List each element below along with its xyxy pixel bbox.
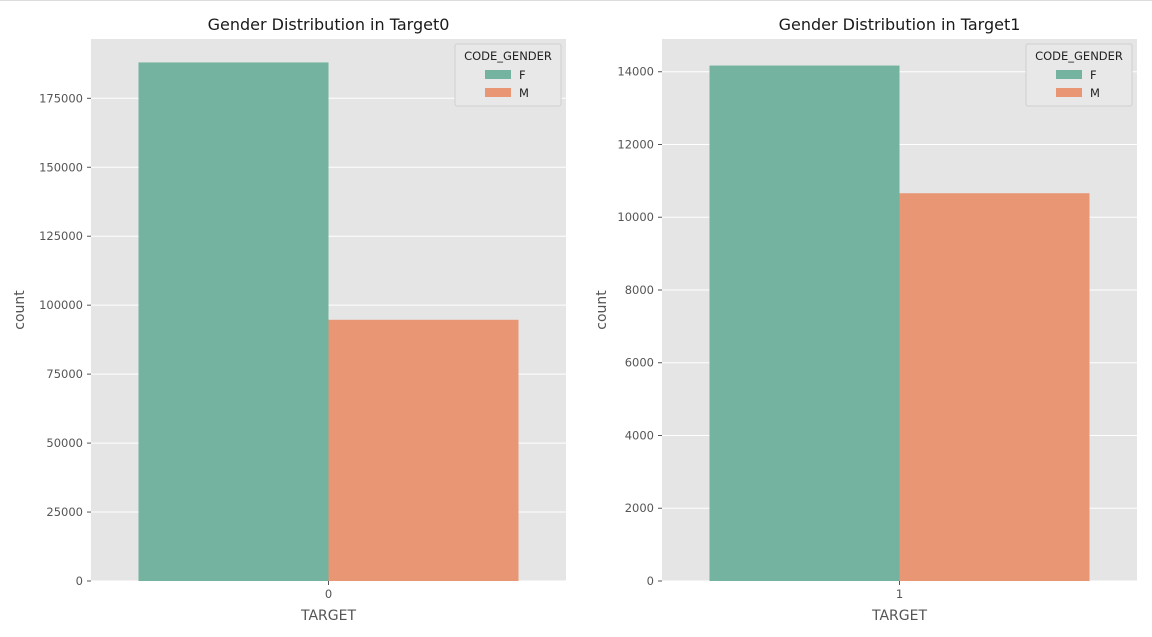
chart-title: Gender Distribution in Target1 xyxy=(779,15,1021,34)
bar-F-1 xyxy=(709,65,900,581)
y-tick-label: 6000 xyxy=(625,356,654,370)
legend-label-F: F xyxy=(1090,68,1097,82)
legend: CODE_GENDER FM xyxy=(454,43,562,107)
legend-swatch-M xyxy=(485,88,511,97)
y-axis-label: count xyxy=(12,290,28,330)
y-tick-label: 12000 xyxy=(617,137,654,151)
y-tick-label: 75000 xyxy=(46,367,83,381)
legend-title: CODE_GENDER xyxy=(464,49,552,63)
y-tick-label: 125000 xyxy=(39,229,83,243)
x-tick-label: 1 xyxy=(896,587,903,601)
bar-M-0 xyxy=(328,319,519,581)
y-tick-label: 175000 xyxy=(39,91,83,105)
x-axis-label: TARGET xyxy=(871,608,927,624)
y-tick-label: 8000 xyxy=(625,283,654,297)
y-axis-label: count xyxy=(594,290,610,330)
legend-swatch-F xyxy=(485,70,511,79)
y-tick-label: 10000 xyxy=(617,210,654,224)
y-tick-label: 4000 xyxy=(625,428,654,442)
y-tick-label: 25000 xyxy=(46,505,83,519)
chart-panel-0: 0 25000 50000 75000 100000 125000 150000 175000… xyxy=(12,15,566,624)
y-tick-label: 150000 xyxy=(39,160,83,174)
legend-swatch-M xyxy=(1056,88,1082,97)
y-tick-label: 50000 xyxy=(46,436,83,450)
top-divider xyxy=(0,0,1152,1)
legend-label-M: M xyxy=(1090,86,1100,100)
chart-title: Gender Distribution in Target0 xyxy=(208,15,450,34)
y-tick-label: 2000 xyxy=(625,501,654,515)
legend: CODE_GENDER FM xyxy=(1025,43,1133,107)
legend-label-M: M xyxy=(519,86,529,100)
legend-swatch-F xyxy=(1056,70,1082,79)
y-tick-label: 100000 xyxy=(39,298,83,312)
legend-title: CODE_GENDER xyxy=(1035,49,1123,63)
bar-M-1 xyxy=(899,193,1090,581)
x-tick-label: 0 xyxy=(325,587,332,601)
x-axis-label: TARGET xyxy=(300,608,356,624)
y-tick-label: 0 xyxy=(647,574,654,588)
chart-panel-1: 0 2000 4000 6000 8000 10000 12000 14000 1 Gender … xyxy=(594,15,1137,624)
legend-label-F: F xyxy=(519,68,526,82)
y-tick-label: 14000 xyxy=(617,65,654,79)
y-tick-label: 0 xyxy=(76,574,83,588)
bar-F-0 xyxy=(138,62,329,581)
